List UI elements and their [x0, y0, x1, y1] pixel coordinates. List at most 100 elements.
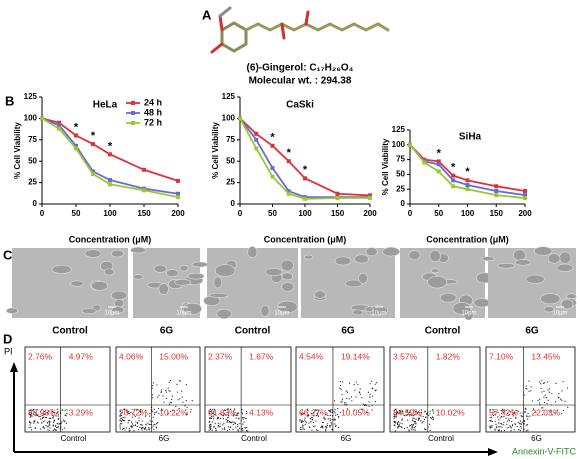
quadrant-percent: 4.97%: [69, 351, 94, 361]
scale-bar-label: 10μm: [104, 311, 119, 317]
event-dot: [531, 400, 533, 402]
event-dot: [513, 429, 515, 431]
cell: [429, 250, 441, 263]
event-dot: [313, 411, 315, 414]
cell: [216, 308, 232, 319]
cell: [358, 272, 368, 284]
event-dot: [237, 412, 240, 414]
event-dot: [145, 424, 147, 426]
event-dot: [226, 414, 228, 416]
event-dot: [223, 414, 225, 417]
event-dot: [45, 424, 47, 427]
event-dot: [527, 412, 529, 415]
cell: [525, 274, 545, 284]
quadrant-percent: 70.72%: [119, 407, 148, 417]
event-dot: [507, 414, 510, 416]
event-dot: [169, 410, 172, 413]
flow-plot: [24, 346, 111, 433]
event-dot: [233, 414, 235, 416]
event-dot: [411, 426, 413, 428]
event-dot: [500, 422, 502, 425]
event-dot: [397, 427, 399, 429]
event-dot: [543, 401, 546, 404]
event-dot: [331, 419, 333, 421]
event-dot: [415, 418, 417, 420]
event-dot: [134, 408, 136, 410]
event-dot: [526, 415, 528, 417]
event-dot: [33, 413, 35, 415]
event-dot: [176, 383, 178, 386]
event-dot: [561, 399, 563, 401]
event-dot: [179, 398, 181, 400]
event-dot: [415, 422, 417, 424]
event-dot: [167, 387, 169, 389]
y-tick-label: 100: [392, 140, 406, 149]
event-dot: [418, 417, 421, 419]
event-dot: [140, 409, 142, 411]
event-dot: [349, 382, 351, 384]
quadrant-percent: 3.57%: [393, 351, 418, 361]
event-dot: [339, 384, 342, 386]
cell: [113, 298, 125, 308]
quadrant-percent: 1.82%: [436, 351, 461, 361]
event-dot: [208, 420, 211, 423]
event-dot: [169, 401, 171, 403]
event-dot: [395, 422, 397, 424]
event-dot: [410, 427, 412, 429]
event-dot: [345, 390, 347, 392]
event-dot: [44, 420, 46, 422]
event-dot: [562, 409, 565, 412]
point: [270, 174, 275, 179]
event-dot: [165, 397, 167, 400]
event-dot: [519, 412, 521, 414]
y-axis-title: % Cell Viability: [381, 138, 390, 195]
x-axis-title: Concentration (μM): [426, 234, 509, 244]
quadrant-percent: 4.13%: [249, 407, 274, 417]
cell: [281, 282, 295, 292]
event-dot: [315, 414, 318, 416]
event-dot: [431, 417, 433, 420]
event-dot: [29, 424, 31, 426]
event-dot: [406, 427, 408, 429]
event-dot: [233, 413, 235, 415]
event-dot: [341, 398, 343, 400]
event-dot: [121, 428, 124, 430]
event-dot: [228, 426, 230, 428]
event-dot: [131, 423, 133, 425]
event-dot: [410, 423, 413, 426]
event-dot: [540, 383, 542, 385]
event-dot: [178, 407, 180, 410]
event-dot: [168, 389, 170, 392]
event-dot: [325, 413, 327, 416]
event-dot: [179, 380, 181, 382]
event-dot: [494, 410, 496, 412]
event-dot: [209, 408, 211, 410]
annotation: *: [465, 166, 470, 178]
cell: [191, 261, 208, 268]
y-tick-label: 125: [392, 125, 406, 134]
event-dot: [54, 429, 56, 431]
micrograph-label: 6G: [525, 326, 539, 337]
event-dot: [151, 420, 153, 422]
event-dot: [414, 426, 416, 428]
event-dot: [55, 429, 57, 431]
event-dot: [140, 424, 142, 426]
event-dot: [56, 408, 59, 410]
event-dot: [129, 419, 131, 421]
event-dot: [125, 427, 127, 429]
point: [494, 193, 499, 198]
event-dot: [175, 413, 178, 415]
event-dot: [54, 419, 56, 421]
event-dot: [144, 415, 147, 417]
event-dot: [417, 417, 420, 419]
event-dot: [508, 420, 510, 422]
event-dot: [341, 393, 343, 395]
event-dot: [496, 427, 498, 429]
event-dot: [301, 429, 303, 431]
event-dot: [31, 415, 33, 417]
event-dot: [119, 419, 121, 422]
event-dot: [525, 430, 527, 432]
event-dot: [226, 408, 229, 410]
event-dot: [325, 426, 327, 428]
event-dot: [505, 417, 507, 419]
